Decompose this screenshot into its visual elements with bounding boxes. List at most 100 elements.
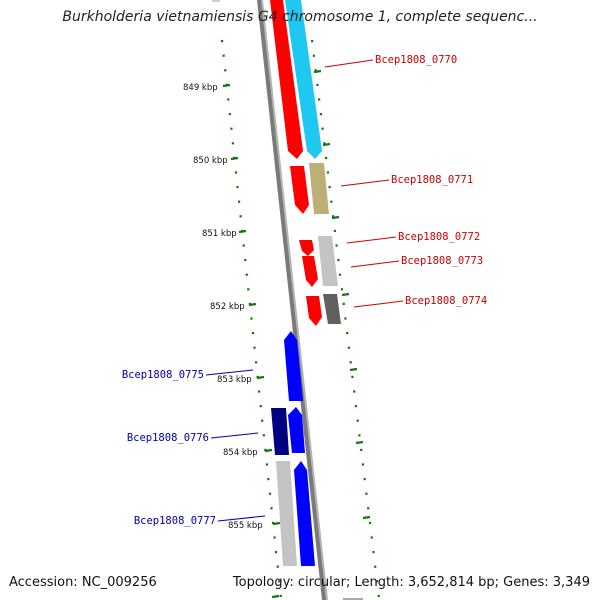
gene-0776-blue[interactable] [288, 407, 305, 453]
gene-0774-darkgray[interactable] [323, 294, 341, 324]
leader-0772 [346, 236, 397, 244]
outer-scale-dot [332, 215, 335, 218]
accession-text: Accession: NC_009256 [9, 575, 157, 590]
outer-scale-dot [356, 419, 359, 422]
major-tick-outer-2 [322, 142, 331, 147]
gene-label-0774[interactable]: Bcep1808_0774 [405, 295, 487, 307]
outer-scale-dot [335, 244, 338, 247]
outer-scale-dot [365, 492, 368, 495]
chromosome-backbone [257, 0, 327, 600]
inner-scale-dot [230, 127, 233, 130]
major-tick-852 [248, 302, 257, 307]
map-title: Burkholderia vietnamiensis G4 chromosome… [62, 9, 538, 25]
inner-scale-dot [228, 113, 231, 116]
gene-0771-khaki[interactable] [309, 163, 329, 214]
major-tick-855 [272, 521, 281, 526]
major-tick-outer-5 [349, 367, 358, 372]
gene-0772-red[interactable] [299, 240, 314, 256]
major-tick-851 [238, 229, 247, 234]
outer-scale-dot [346, 332, 349, 335]
scale-minor-ticks [221, 40, 380, 597]
outer-scale-dot [349, 361, 352, 364]
tick-label-854: 854 kbp [223, 448, 258, 458]
leader-0776 [210, 432, 259, 439]
outer-scale-dot [358, 434, 361, 437]
offscreen-feature-top [212, 0, 220, 2]
outer-scale-dot [328, 186, 331, 189]
leader-0777 [217, 515, 266, 522]
inner-scale-dot [236, 186, 239, 189]
gene-0776-navy[interactable] [271, 408, 289, 455]
outer-scale-dot [370, 536, 373, 539]
outer-scale-dot [372, 551, 375, 554]
gene-0774-red[interactable] [306, 296, 322, 326]
major-tick-850 [230, 156, 239, 161]
outer-scale-dot [351, 375, 354, 378]
outer-scale-dot [342, 302, 345, 305]
gene-0771-red[interactable] [290, 166, 309, 214]
inner-scale-dot [258, 390, 261, 393]
tick-label-852: 852 kbp [210, 302, 245, 312]
outer-scale-dot [323, 142, 326, 145]
inner-scale-dot [234, 171, 238, 174]
tick-label-850: 850 kbp [193, 156, 228, 166]
outer-scale-dot [368, 521, 372, 524]
inner-scale-dot [255, 361, 258, 364]
major-tick-outer-7 [362, 515, 371, 520]
outer-scale-dot [311, 40, 314, 43]
gene-0775-blue[interactable] [284, 331, 303, 401]
outer-scale-dot [339, 273, 342, 276]
inner-scale-dot [270, 507, 273, 510]
gene-label-0773[interactable]: Bcep1808_0773 [401, 255, 483, 267]
gene-label-0776[interactable]: Bcep1808_0776 [127, 432, 209, 444]
major-tick-outer-3 [331, 215, 340, 220]
tick-label-849: 849 kbp [183, 83, 218, 93]
gene-label-0772[interactable]: Bcep1808_0772 [398, 231, 480, 243]
outer-scale-dot [314, 69, 317, 72]
leader-0774 [353, 300, 404, 308]
inner-scale-dot [262, 434, 265, 437]
scale-major-ticks [222, 69, 371, 599]
inner-scale-dot [244, 259, 247, 262]
gene-leader-lines [205, 59, 404, 522]
outer-scale-dot [354, 405, 357, 408]
gene-label-0775[interactable]: Bcep1808_0775 [122, 369, 204, 381]
leader-0773 [350, 260, 400, 268]
tick-label-851: 851 kbp [202, 229, 237, 239]
gene-label-0771[interactable]: Bcep1808_0771 [391, 174, 473, 186]
outer-scale-dot [316, 83, 319, 86]
inner-scale-dot [231, 142, 234, 145]
outer-scale-dot [312, 54, 315, 57]
inner-scale-dot [222, 54, 225, 57]
leader-0775 [205, 369, 254, 376]
outer-scale-dot [321, 127, 324, 130]
inner-scale-dot [275, 551, 278, 554]
outer-scale-dot [326, 171, 329, 174]
gene-label-0770[interactable]: Bcep1808_0770 [375, 54, 457, 66]
inner-scale-dot [227, 98, 230, 101]
inner-scale-dot [238, 200, 241, 203]
major-tick-outer-6 [355, 440, 364, 445]
gene-0770-cyan[interactable] [285, 0, 322, 159]
offscreen-feature-bottom [343, 598, 363, 600]
gene-0777-lightgray[interactable] [276, 461, 297, 566]
inner-scale-dot [268, 492, 272, 495]
outer-scale-dot [340, 288, 343, 291]
leader-0771 [340, 179, 390, 187]
outer-scale-dot [367, 507, 370, 510]
gene-0777-blue[interactable] [294, 461, 315, 566]
gene-0773-gray[interactable] [318, 236, 338, 286]
inner-scale-dot [250, 317, 253, 320]
outer-scale-dot [363, 478, 366, 481]
inner-scale-dot [245, 273, 248, 276]
gene-0770-red[interactable] [270, 0, 303, 159]
outer-scale-dot [318, 98, 321, 101]
inner-scale-dot [251, 332, 255, 335]
outer-scale-dot [374, 565, 377, 568]
inner-scale-dot [265, 463, 268, 466]
gene-label-0777[interactable]: Bcep1808_0777 [134, 515, 216, 527]
gene-0773-red[interactable] [302, 256, 318, 287]
outer-scale-dot [333, 229, 336, 232]
